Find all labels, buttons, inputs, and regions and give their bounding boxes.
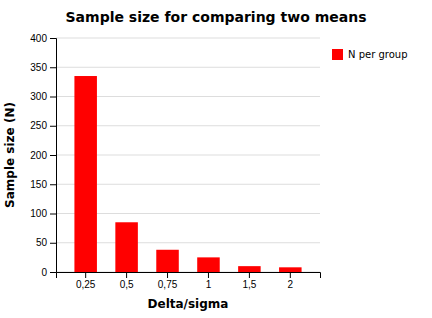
- y-tick: 300: [30, 91, 56, 102]
- y-tick-label: 300: [30, 91, 47, 102]
- x-tick: 1: [206, 272, 212, 290]
- y-tick-mark: [50, 184, 56, 185]
- y-tick-label: 0: [41, 267, 47, 278]
- x-tick-mark: [126, 272, 127, 278]
- y-tick-label: 50: [36, 237, 48, 248]
- y-tick: 400: [30, 33, 56, 44]
- bar: [156, 250, 179, 272]
- x-tick: 0,75: [158, 272, 178, 290]
- bar: [74, 76, 97, 272]
- y-tick: 50: [36, 237, 56, 248]
- x-tick-mark: [208, 272, 209, 278]
- y-tick-label: 250: [30, 120, 47, 131]
- x-tick: 0,5: [120, 272, 134, 290]
- y-tick-label: 100: [30, 208, 47, 219]
- y-tick: 250: [30, 120, 56, 131]
- x-tick-label: 2: [288, 279, 294, 290]
- y-tick-mark: [50, 214, 56, 215]
- y-tick-mark: [50, 243, 56, 244]
- x-axis-title: Delta/sigma: [148, 297, 229, 311]
- x-tick-mark: [249, 272, 250, 278]
- x-tick-label: 1: [206, 279, 212, 290]
- bar: [197, 257, 220, 272]
- y-tick-mark: [50, 126, 56, 127]
- grid-line: [56, 38, 320, 39]
- legend: N per group: [332, 49, 408, 60]
- legend-item: N per group: [332, 49, 408, 60]
- title: Sample size for comparing two means: [66, 9, 367, 25]
- x-tick-mark: [167, 272, 168, 278]
- x-tick: 0,25: [76, 272, 96, 290]
- chart: 0,25 0,5 0,75 1 1,5 2 0 50 100 150 200 250 300 350 400…: [0, 0, 432, 318]
- legend-label: N per group: [348, 49, 408, 60]
- x-tick-label: 0,25: [76, 279, 96, 290]
- y-tick: 350: [30, 62, 56, 73]
- x-axis: 0,25 0,5 0,75 1 1,5 2: [57, 272, 321, 290]
- x-tick-mark: [290, 272, 291, 278]
- x-tick: 1,5: [242, 272, 256, 290]
- y-tick-label: 150: [30, 179, 47, 190]
- bar: [279, 267, 302, 272]
- bar: [115, 222, 138, 272]
- bars: [74, 76, 301, 272]
- y-tick: 100: [30, 208, 56, 219]
- plot: 0,25 0,5 0,75 1 1,5 2 0 50 100 150 200 250 300 350 400: [30, 33, 320, 290]
- x-axis-line: [57, 273, 321, 279]
- y-axis: 0 50 100 150 200 250 300 350 400: [30, 33, 56, 278]
- x-tick-mark: [85, 272, 86, 278]
- x-tick-label: 0,5: [120, 279, 134, 290]
- grid: [56, 38, 320, 272]
- y-tick: 150: [30, 179, 56, 190]
- x-tick: 2: [288, 272, 294, 290]
- y-tick-label: 400: [30, 33, 47, 44]
- bar: [238, 266, 261, 272]
- x-tick-label: 0,75: [158, 279, 178, 290]
- y-axis-title: Sample size (N): [3, 102, 17, 208]
- y-tick-label: 200: [30, 150, 47, 161]
- y-tick-mark: [50, 272, 56, 273]
- legend-swatch: [332, 49, 343, 60]
- y-tick: 0: [41, 267, 56, 278]
- y-tick-mark: [50, 38, 56, 39]
- y-tick: 200: [30, 150, 56, 161]
- grid-line: [56, 67, 320, 68]
- y-tick-label: 350: [30, 62, 47, 73]
- y-tick-mark: [50, 67, 56, 68]
- y-tick-mark: [50, 97, 56, 98]
- y-tick-mark: [50, 155, 56, 156]
- y-axis-line: [50, 39, 57, 273]
- x-tick-label: 1,5: [242, 279, 256, 290]
